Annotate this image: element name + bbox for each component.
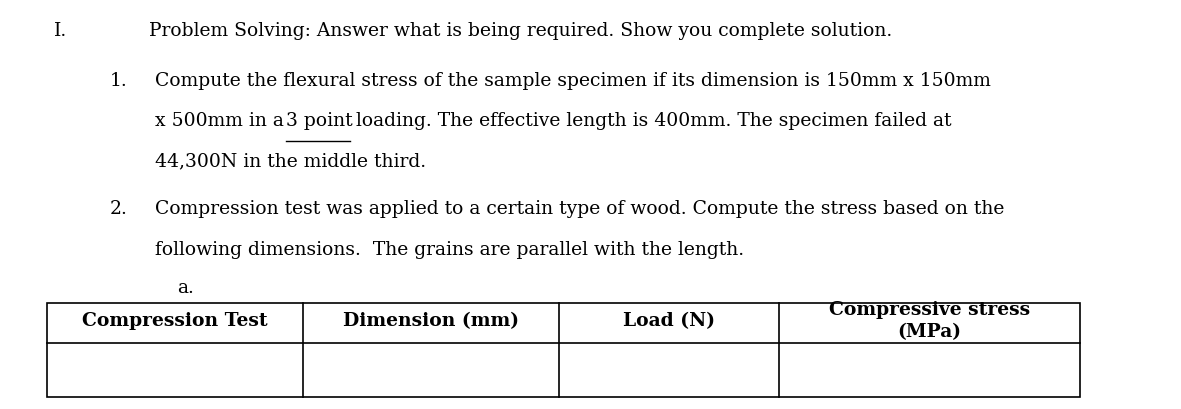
Text: a.: a. xyxy=(177,279,194,297)
Text: Dimension (mm): Dimension (mm) xyxy=(344,312,520,330)
Text: x 500mm in a: x 500mm in a xyxy=(155,112,289,130)
Text: 44,300N in the middle third.: 44,300N in the middle third. xyxy=(155,153,426,171)
Text: loading. The effective length is 400mm. The specimen failed at: loading. The effective length is 400mm. … xyxy=(350,112,952,130)
Text: 2.: 2. xyxy=(110,200,128,218)
Text: I.: I. xyxy=(54,22,67,40)
Text: Problem Solving: Answer what is being required. Show you complete solution.: Problem Solving: Answer what is being re… xyxy=(149,22,893,40)
Text: following dimensions.  The grains are parallel with the length.: following dimensions. The grains are par… xyxy=(155,240,744,258)
Text: 3 point: 3 point xyxy=(286,112,353,130)
Bar xyxy=(46,303,1081,397)
Text: Compressive stress
(MPa): Compressive stress (MPa) xyxy=(829,301,1030,341)
Text: Compression test was applied to a certain type of wood. Compute the stress based: Compression test was applied to a certai… xyxy=(155,200,1004,218)
Text: Load (N): Load (N) xyxy=(624,312,716,330)
Text: 1.: 1. xyxy=(110,72,128,90)
Text: Compute the flexural stress of the sample specimen if its dimension is 150mm x 1: Compute the flexural stress of the sampl… xyxy=(155,72,991,90)
Text: Compression Test: Compression Test xyxy=(81,312,268,330)
